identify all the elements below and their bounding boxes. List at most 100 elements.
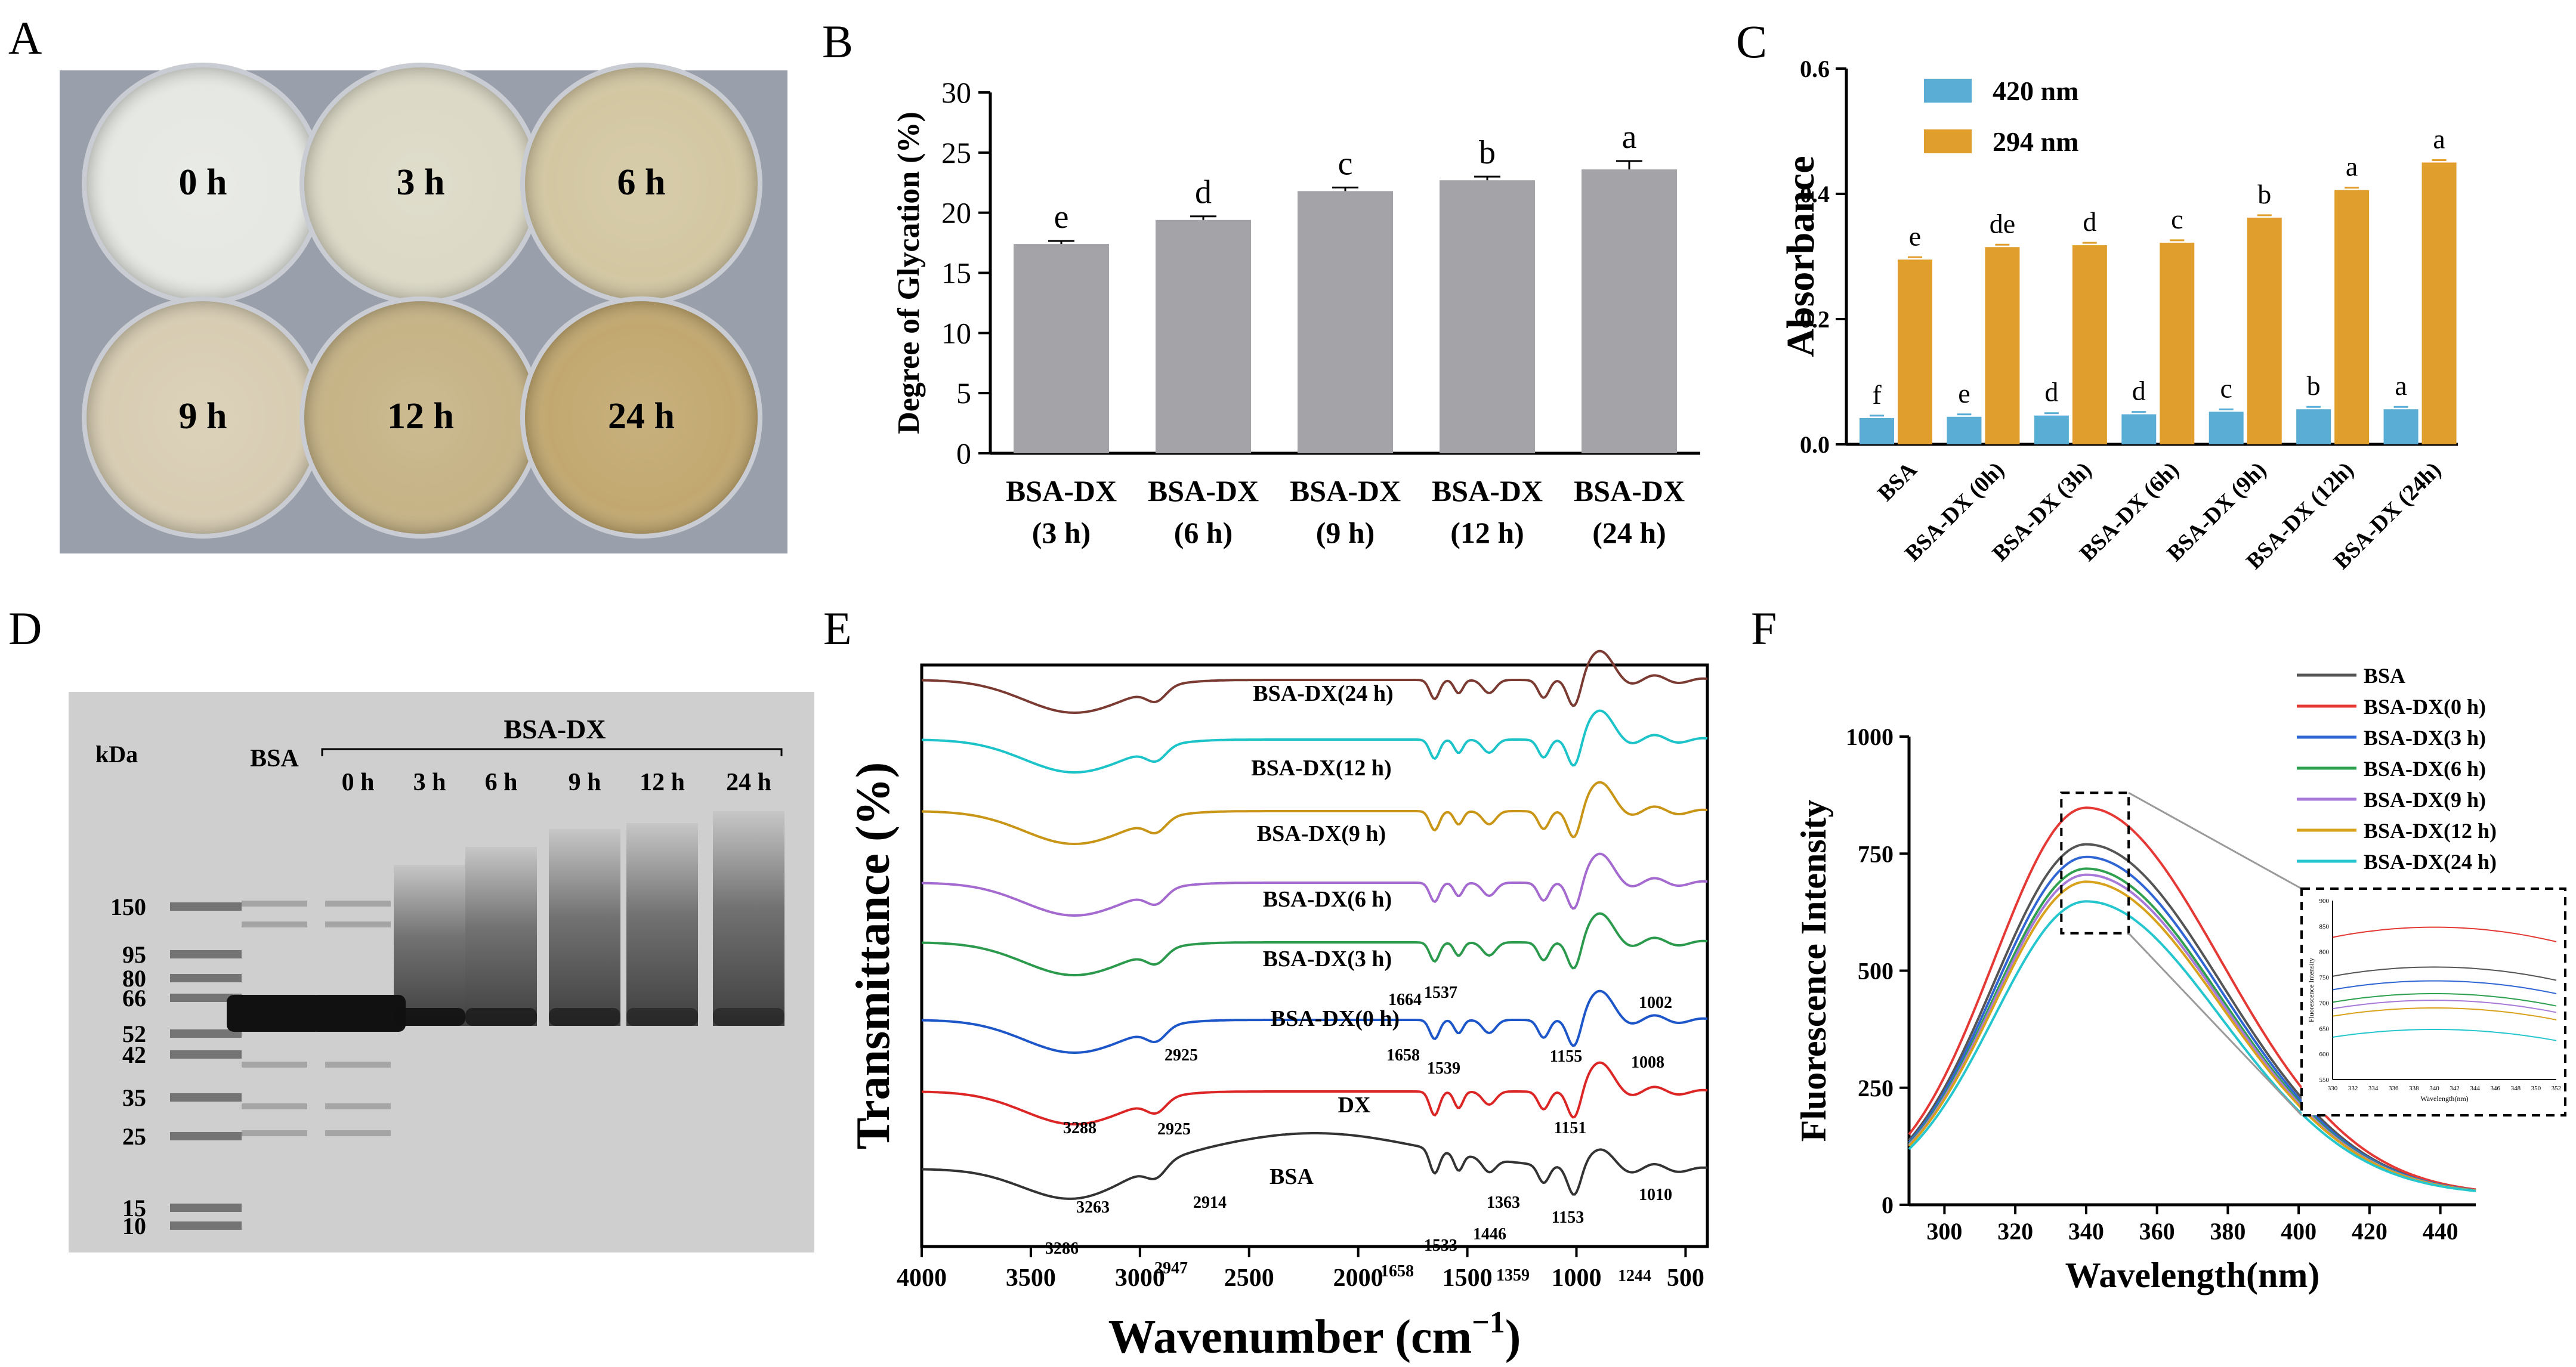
- c-significance-letter: de: [1990, 208, 2015, 239]
- f-inset-line: [2332, 1000, 2557, 1013]
- panel-e-ftir: 4000 3500 3000 2500 2000 1500 1000 500 Wavenumbe…: [847, 650, 1709, 1363]
- gel-marker-label: 35: [122, 1084, 146, 1111]
- f-zoom-connector: [2128, 791, 2302, 890]
- gel-minor-band: [325, 1130, 391, 1136]
- f-inset-y-tick-label: 750: [2319, 975, 2330, 982]
- f-spectrum-line: [1908, 880, 2476, 1192]
- f-inset-x-tick-label: 332: [2348, 1085, 2358, 1092]
- c-bar-294: [2072, 245, 2107, 444]
- gel-marker-band: [170, 994, 242, 1002]
- e-peak-annotation: 3263: [1076, 1198, 1110, 1217]
- e-spectrum-label: BSA-DX(24 h): [1253, 681, 1393, 706]
- e-spectrum-line: [921, 650, 1708, 714]
- e-peak-annotation: 1151: [1554, 1119, 1586, 1137]
- c-y-tick-label: 0.2: [1800, 306, 1830, 333]
- b-y-tick-label: 15: [941, 256, 971, 290]
- f-x-tick-label: 380: [2210, 1218, 2245, 1245]
- c-bar-294: [2334, 190, 2370, 444]
- e-spectrum-label: BSA-DX(0 h): [1271, 1006, 1400, 1031]
- gel-marker-band: [170, 1050, 242, 1059]
- gel-lane-label: 3 h: [413, 769, 446, 796]
- gel-smear: [394, 865, 465, 1026]
- f-x-tick-label: 340: [2068, 1218, 2104, 1245]
- b-bar: [1014, 244, 1109, 453]
- dish-label: 0 h: [179, 162, 227, 203]
- c-y-tick-label: 0.6: [1800, 55, 1830, 82]
- b-bar: [1582, 169, 1677, 453]
- dish-shading: [525, 67, 758, 300]
- gel-lane-label: 9 h: [569, 769, 601, 796]
- e-peak-annotation: 1658: [1380, 1262, 1414, 1281]
- f-inset-y-tick-label: 850: [2319, 923, 2330, 930]
- c-significance-letter: d: [2132, 376, 2146, 406]
- gel-marker-band: [170, 1132, 242, 1140]
- f-inset-x-tick-label: 348: [2511, 1085, 2521, 1092]
- c-significance-letter: d: [2083, 206, 2096, 237]
- e-spectrum-label: BSA-DX(3 h): [1263, 947, 1392, 972]
- b-category-sublabel: (6 h): [1174, 516, 1233, 549]
- e-x-tick-label: 2000: [1333, 1264, 1383, 1292]
- e-spectrum-line: [921, 1132, 1708, 1200]
- gel-kda-label: kDa: [95, 741, 138, 768]
- gel-smear: [549, 829, 620, 1026]
- f-inset-x-tick-label: 336: [2389, 1085, 2399, 1092]
- b-bar: [1156, 219, 1251, 453]
- gel-protein-band: [227, 995, 322, 1032]
- e-peak-annotation: 1533: [1424, 1236, 1457, 1255]
- f-inset-line: [2332, 980, 2557, 994]
- e-x-axis-label-sup: −1: [1472, 1306, 1505, 1340]
- e-spectrum-line: [921, 912, 1708, 976]
- b-category-label: BSA-DX: [1006, 474, 1117, 508]
- gel-protein-band: [549, 1008, 620, 1026]
- e-x-tick-label: 3000: [1115, 1264, 1165, 1292]
- f-zoom-box: [2060, 791, 2130, 935]
- e-x-axis-label: Wavenumber (cm−1): [1108, 1306, 1521, 1363]
- c-category-label: BSA: [1873, 457, 1922, 506]
- b-category-sublabel: (9 h): [1316, 516, 1375, 549]
- panel-letter-b: B: [822, 16, 853, 67]
- e-peak-annotation: 3286: [1045, 1239, 1079, 1258]
- c-bar-294: [2247, 217, 2282, 444]
- e-spectrum-line: [921, 1061, 1708, 1125]
- f-y-tick-label: 500: [1858, 958, 1894, 985]
- e-peak-annotation: 1153: [1552, 1208, 1584, 1227]
- f-legend-label: BSA-DX(9 h): [2364, 788, 2486, 812]
- f-inset-x-tick-label: 334: [2368, 1085, 2379, 1092]
- f-inset-line: [2332, 926, 2557, 942]
- gel-marker-label: 25: [122, 1123, 146, 1150]
- e-spectrum-line: [921, 852, 1708, 917]
- f-inset-line: [2332, 966, 2557, 981]
- b-category-label: BSA-DX: [1574, 474, 1685, 508]
- e-peak-annotation: 2925: [1165, 1046, 1198, 1065]
- b-y-axis-label: Degree of Glycation (%): [892, 112, 926, 434]
- e-spectrum-label: BSA-DX(12 h): [1251, 756, 1391, 781]
- e-x-tick-label: 2500: [1224, 1264, 1274, 1292]
- b-significance-letter: d: [1195, 174, 1212, 211]
- e-peak-annotation: 2914: [1193, 1193, 1227, 1212]
- f-inset-line: [2332, 1029, 2557, 1041]
- c-significance-letter: b: [2257, 179, 2271, 209]
- panel-f-fluorescence: 0 250 500 750 1000 300 320 340 360 380 400 420 440 Wa…: [1794, 664, 2566, 1295]
- f-inset-y-tick-label: 650: [2319, 1025, 2330, 1032]
- e-peak-annotation: 1002: [1639, 994, 1672, 1012]
- gel-lane-label: BSA: [250, 745, 299, 772]
- e-x-axis-label-close: ): [1505, 1311, 1521, 1363]
- gel-minor-band: [325, 1062, 391, 1068]
- f-inset-y-tick-label: 700: [2319, 1000, 2330, 1007]
- dish-label: 24 h: [608, 396, 675, 437]
- e-peak-annotation: 1658: [1386, 1046, 1420, 1065]
- f-legend-label: BSA-DX(12 h): [2364, 819, 2497, 843]
- gel-smear: [465, 847, 537, 1026]
- e-spectrum-label: BSA-DX(6 h): [1263, 887, 1392, 912]
- e-peak-annotation: 2947: [1154, 1259, 1188, 1278]
- gel-marker-band: [170, 950, 242, 958]
- b-significance-letter: c: [1338, 145, 1353, 182]
- c-significance-letter: e: [1909, 221, 1921, 251]
- gel-lane-label: 24 h: [726, 769, 771, 796]
- gel-marker-band: [170, 1029, 242, 1038]
- gel-minor-band: [242, 1130, 307, 1136]
- f-spectrum-line: [1908, 900, 2476, 1192]
- b-y-tick-label: 5: [956, 376, 971, 410]
